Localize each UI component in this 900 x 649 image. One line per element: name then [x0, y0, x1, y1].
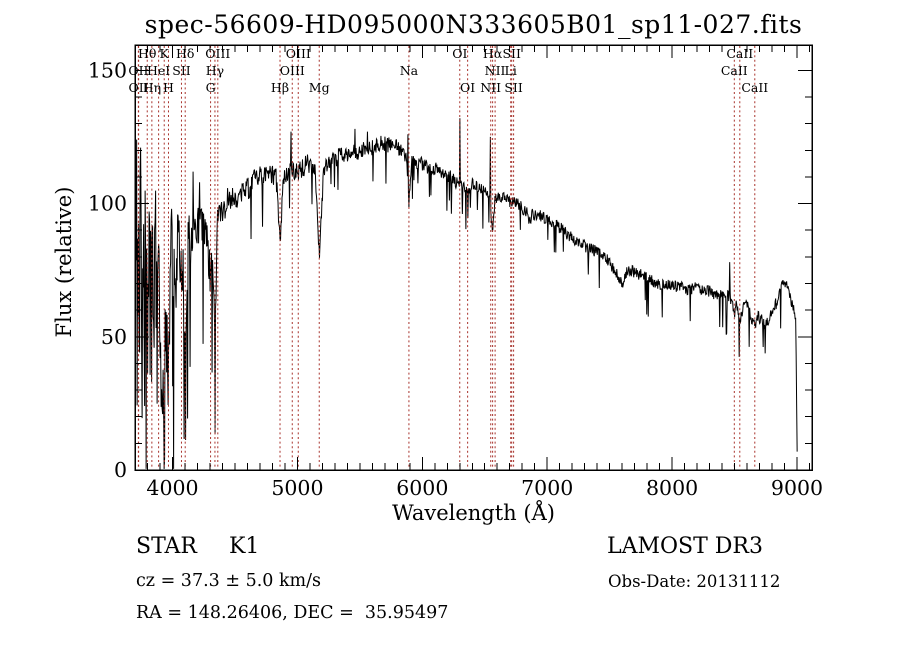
- spectral-line-label: OIII: [280, 63, 305, 78]
- spectral-line-label: Hβ: [271, 80, 289, 95]
- spectral-line-label: OIII: [286, 46, 311, 61]
- spectral-line-label: Hα: [483, 46, 503, 61]
- spectral-line-label: OI: [452, 46, 467, 61]
- y-tick-label: 50: [101, 325, 127, 349]
- spectral-line-label: CaII: [726, 46, 753, 61]
- spectral-line-label: Hδ: [176, 46, 194, 61]
- spectral-line-label: G: [206, 80, 216, 95]
- x-axis-label: Wavelength (Å): [392, 501, 555, 525]
- y-tick-label: 0: [114, 458, 127, 482]
- spectral-line-label: H: [163, 80, 174, 95]
- spectral-line-label: Hη: [143, 80, 161, 95]
- object-subclass: K1: [229, 534, 260, 559]
- spectral-line-label: OIII: [205, 46, 230, 61]
- radial-velocity: cz = 37.3 ± 5.0 km/s: [136, 571, 322, 591]
- spectral-line-label: Mg: [309, 80, 330, 95]
- spectral-line-label: OI: [460, 80, 475, 95]
- spectral-line-label: Hθ: [138, 46, 156, 61]
- obs-date: Obs-Date: 20131112: [608, 572, 781, 591]
- x-tick-label: 8000: [646, 476, 698, 500]
- spectral-line-label: SII: [172, 63, 191, 78]
- classification-line: STAR K1: [136, 534, 259, 559]
- spectral-line-label: HeI: [147, 63, 170, 78]
- survey-release: LAMOST DR3: [607, 534, 763, 559]
- spectral-line-label: Hγ: [206, 63, 224, 78]
- spectral-line-label: Na: [400, 63, 419, 78]
- spectral-line-label: Li: [505, 63, 517, 78]
- spectral-line-label: CaII: [741, 80, 768, 95]
- y-tick-label: 150: [88, 58, 127, 82]
- plot-frame: [134, 44, 813, 471]
- y-tick-label: 100: [88, 192, 127, 216]
- spectral-line-label: NII: [485, 63, 506, 78]
- x-tick-label: 4000: [146, 476, 198, 500]
- x-tick-label: 5000: [271, 476, 323, 500]
- spectral-line-label: CaII: [721, 63, 748, 78]
- y-axis-label: Flux (relative): [52, 186, 76, 338]
- coordinates: RA = 148.26406, DEC = 35.95497: [136, 603, 449, 623]
- x-tick-label: 7000: [521, 476, 573, 500]
- spectral-line-label: NII: [480, 80, 501, 95]
- spectral-line-label: K: [160, 46, 170, 61]
- x-tick-label: 6000: [396, 476, 448, 500]
- spectral-line-label: SII: [502, 46, 521, 61]
- spectral-line-label: OII: [129, 80, 149, 95]
- spectrum-trace: [135, 118, 798, 469]
- page-title: spec-56609-HD095000N333605B01_sp11-027.f…: [144, 10, 803, 39]
- x-tick-label: 9000: [771, 476, 823, 500]
- object-class: STAR: [136, 534, 197, 559]
- spectral-line-label: SII: [504, 80, 523, 95]
